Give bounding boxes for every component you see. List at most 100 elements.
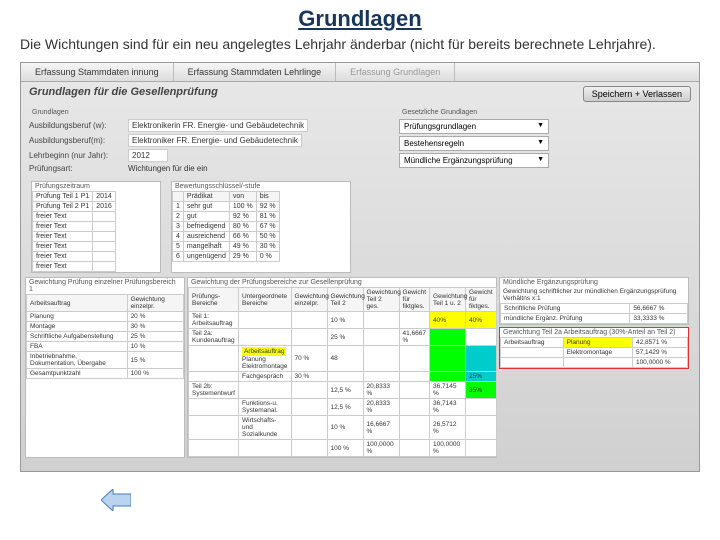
- table-cell: 6: [173, 252, 184, 262]
- table-cell: [399, 372, 430, 382]
- gw-mid-label: Gewichtung der Prüfungsbereiche zur Gese…: [188, 278, 496, 287]
- table-cell: 25%: [466, 372, 496, 382]
- schluessel-table: Prädikatvonbis1sehr gut100 %92 %2gut92 %…: [172, 191, 280, 262]
- grundlagen-label: Grundlagen: [29, 108, 329, 117]
- table-cell: [238, 312, 291, 329]
- table-cell: freier Text: [33, 252, 93, 262]
- table-cell: 30 %: [127, 322, 183, 332]
- table-header: Gewicht für fiktgles.: [399, 288, 430, 312]
- table-cell: 33,3333 %: [630, 314, 688, 324]
- table-cell: [430, 346, 466, 372]
- table-cell: 26,5712 %: [430, 416, 466, 440]
- chevron-down-icon: ▼: [537, 139, 544, 148]
- tab-stammdaten-innung[interactable]: Erfassung Stammdaten innung: [21, 63, 174, 81]
- table-cell: [238, 440, 291, 457]
- table-cell: 15 %: [127, 352, 183, 369]
- tab-bar: Erfassung Stammdaten innung Erfassung St…: [21, 63, 699, 82]
- table-header: Arbeitsauftrag: [27, 295, 128, 312]
- highlighted-cell: Arbeitsauftrag: [242, 347, 286, 356]
- table-cell: 0 %: [256, 252, 279, 262]
- table-cell: [291, 416, 327, 440]
- table-cell: 2014: [93, 192, 116, 202]
- table-cell: [399, 399, 430, 416]
- table-cell: [466, 399, 496, 416]
- table-cell: [93, 222, 116, 232]
- table-cell: 100,0000 %: [363, 440, 399, 457]
- tab-stammdaten-lehrlinge[interactable]: Erfassung Stammdaten Lehrlinge: [174, 63, 337, 81]
- table-cell: 4: [173, 232, 184, 242]
- field-label: Prüfungsart:: [29, 164, 124, 173]
- table-cell: [363, 372, 399, 382]
- table-cell: [399, 312, 430, 329]
- erg-label: Mündliche Ergänzungsprüfung: [500, 278, 688, 287]
- table-cell: 2: [173, 212, 184, 222]
- pruefungsgrundlagen-button[interactable]: Prüfungsgrundlagen▼: [399, 119, 549, 134]
- table-cell: gut: [183, 212, 229, 222]
- table-header: Gewichtung einzelpr.: [127, 295, 183, 312]
- table-header: Gewichtung Teil 2 ges.: [363, 288, 399, 312]
- table-cell: [466, 440, 496, 457]
- table-cell: Montage: [27, 322, 128, 332]
- table-cell: 57,1429 %: [632, 348, 687, 358]
- table-cell: [93, 252, 116, 262]
- table-cell: [238, 329, 291, 346]
- table-cell: freier Text: [33, 242, 93, 252]
- table-header: [173, 192, 184, 202]
- table-cell: Arbeitsauftrag: [501, 338, 564, 348]
- table-cell: 25 %: [127, 332, 183, 342]
- erg-text: Gewichtung schriftlicher zur mündlichen …: [500, 287, 688, 303]
- table-cell: [291, 399, 327, 416]
- gw-left-label: Gewichtung Prüfung einzelner Prüfungsber…: [26, 278, 184, 294]
- table-cell: 100 %: [327, 440, 363, 457]
- table-cell: [466, 416, 496, 440]
- table-cell: freier Text: [33, 222, 93, 232]
- table-cell: Prüfung Teil 2 P1: [33, 202, 93, 212]
- table-cell: 36,7143 %: [430, 399, 466, 416]
- table-cell: freier Text: [33, 262, 93, 272]
- page-title: Grundlagen: [0, 0, 720, 34]
- table-header: Gewichtung Teil 1 u. 2: [430, 288, 466, 312]
- table-cell: 66 %: [229, 232, 256, 242]
- gewichtung-mid-panel: Gewichtung der Prüfungsbereiche zur Gese…: [187, 277, 497, 458]
- table-cell: [93, 242, 116, 252]
- table-cell: Teil 1: Arbeitsauftrag: [189, 312, 239, 329]
- ergaenzungspruefung-button[interactable]: Mündliche Ergänzungsprüfung▼: [399, 153, 549, 168]
- gw-left-table: ArbeitsauftragGewichtung einzelpr.Planun…: [26, 294, 184, 379]
- table-cell: [399, 382, 430, 399]
- table-cell: [189, 346, 239, 372]
- table-cell: 49 %: [229, 242, 256, 252]
- ausbildungsberuf-m: Elektroniker FR. Energie- und Gebäudetec…: [128, 134, 302, 147]
- table-cell: 100 %: [229, 202, 256, 212]
- table-cell: [363, 312, 399, 329]
- chevron-down-icon: ▼: [537, 156, 544, 165]
- table-cell: Wirtschafts- und Sozialkunde: [238, 416, 291, 440]
- legal-label: Gesetzliche Grundlagen: [399, 108, 549, 117]
- table-cell: 10 %: [127, 342, 183, 352]
- bestehensregeln-button[interactable]: Bestehensregeln▼: [399, 136, 549, 151]
- table-cell: Gesamtpunktzahl: [27, 369, 128, 379]
- table-cell: 36,7145 %: [430, 382, 466, 399]
- schluessel-label: Bewertungsschlüssel/-stufe: [172, 182, 350, 191]
- field-label: Ausbildungsberuf (w):: [29, 121, 124, 130]
- table-cell: Prüfung Teil 1 P1: [33, 192, 93, 202]
- table-cell: 100,0000 %: [632, 358, 687, 368]
- back-arrow-button[interactable]: [101, 489, 131, 511]
- table-cell: 48: [327, 346, 363, 372]
- save-and-exit-button[interactable]: Speichern + Verlassen: [583, 86, 691, 102]
- table-header: bis: [256, 192, 279, 202]
- table-cell: 40%: [466, 312, 496, 329]
- table-cell: freier Text: [33, 232, 93, 242]
- table-cell: [501, 348, 564, 358]
- table-cell: freier Text: [33, 212, 93, 222]
- lehrbeginn-input[interactable]: 2012: [128, 149, 168, 162]
- zeitraum-label: Prüfungszeitraum: [32, 182, 160, 191]
- tab-grundlagen[interactable]: Erfassung Grundlagen: [336, 63, 455, 81]
- table-cell: 1: [173, 202, 184, 212]
- table-cell: ausreichend: [183, 232, 229, 242]
- erg-table: Schriftliche Prüfung56,6667 %mündliche E…: [500, 303, 688, 324]
- table-cell: Inbetriebnahme, Dokumentation, Übergabe: [27, 352, 128, 369]
- table-cell: [291, 329, 327, 346]
- table-header: Gewichtung Teil 2: [327, 288, 363, 312]
- table-cell: [93, 232, 116, 242]
- table-cell: 3: [173, 222, 184, 232]
